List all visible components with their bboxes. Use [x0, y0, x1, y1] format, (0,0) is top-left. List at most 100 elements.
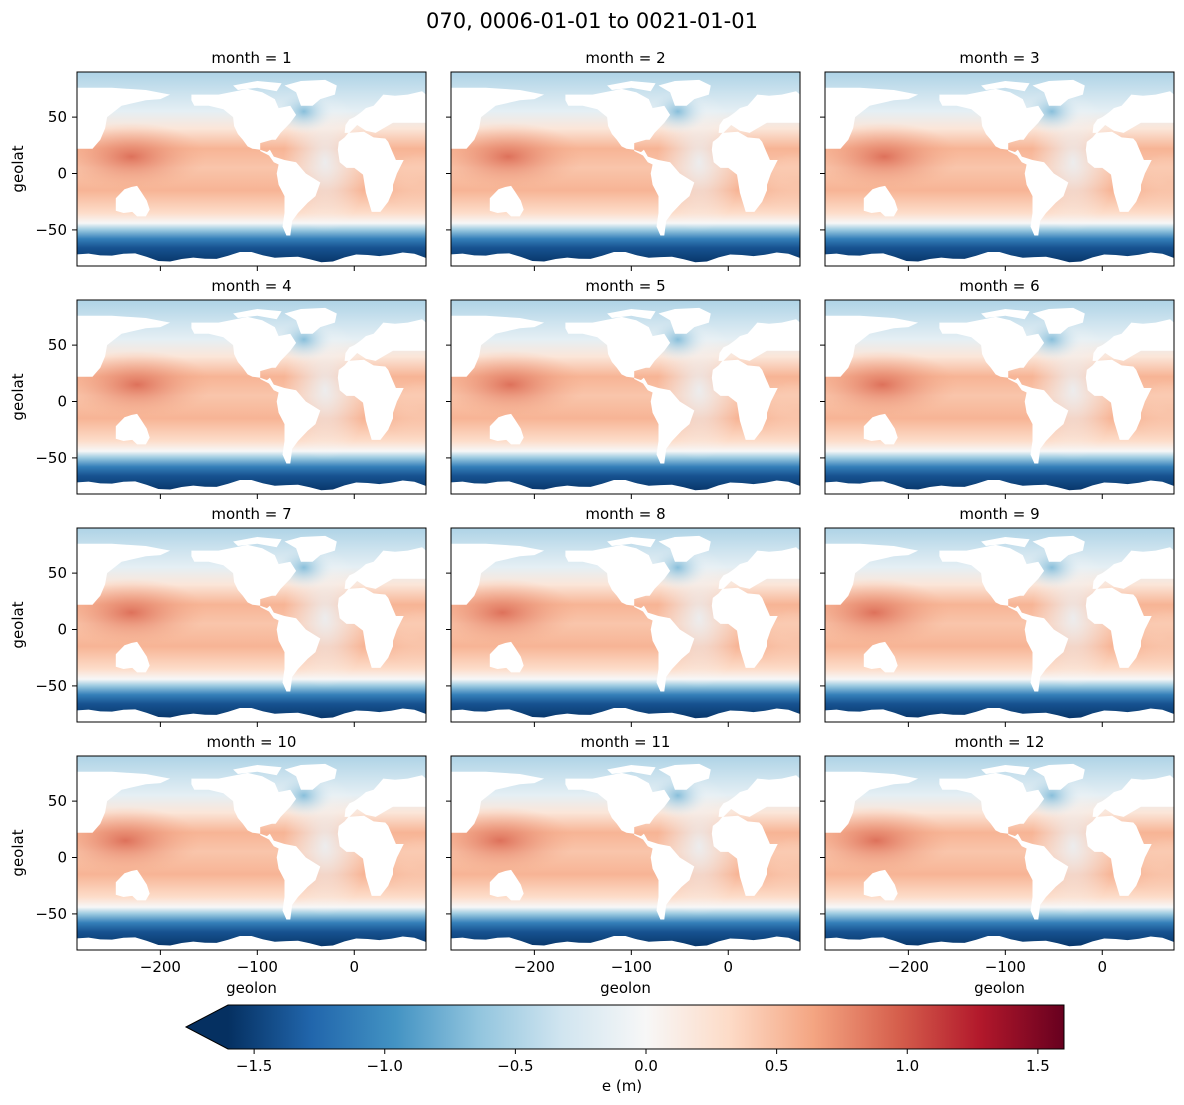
arctic-islands-land	[233, 309, 282, 320]
panel-title: month = 8	[585, 505, 665, 523]
greenland-land	[284, 307, 337, 334]
warm-pool-anomaly	[451, 806, 576, 875]
panel-month-5: month = 5	[446, 277, 801, 499]
asia-land	[451, 543, 545, 605]
panel-title: month = 6	[959, 277, 1039, 295]
americas-land	[939, 88, 1069, 236]
australia-land	[489, 641, 524, 673]
y-tick-label: 0	[57, 165, 67, 183]
australia-land	[115, 869, 150, 901]
asia-land	[825, 771, 919, 833]
europe-land	[718, 319, 800, 361]
x-tick-label: −200	[140, 958, 181, 976]
panel-title: month = 3	[959, 49, 1039, 67]
y-tick-label: −50	[35, 905, 67, 923]
africa-land	[1085, 131, 1152, 212]
europe-land	[1092, 547, 1174, 589]
panel-title: month = 10	[207, 733, 297, 751]
y-axis-label: geolat	[9, 601, 27, 648]
asia-land	[825, 87, 919, 149]
panel-frame	[450, 755, 801, 951]
greenland-land	[1032, 307, 1085, 334]
panel-month-12: month = 12 −200 −100 0 geolon	[820, 733, 1175, 997]
colorbar-tick-label: −1.5	[236, 1057, 272, 1075]
panel-title: month = 4	[211, 277, 291, 295]
warm-pool-anomaly	[825, 350, 958, 419]
warm-pool-anomaly	[825, 806, 952, 875]
panel-frame	[450, 299, 801, 495]
x-tick-label: −200	[514, 958, 555, 976]
greenland-land	[658, 307, 711, 334]
americas-land	[191, 772, 321, 920]
antarctica-coast	[825, 708, 1174, 722]
arctic-islands-land	[607, 81, 656, 92]
colorbar-extend-min	[186, 1005, 228, 1049]
y-tick-label: 0	[57, 621, 67, 639]
europe-land	[344, 775, 426, 817]
antarctica-coast	[77, 936, 426, 950]
y-tick-label: 50	[48, 336, 67, 354]
x-axis-label: geolon	[974, 979, 1025, 997]
panel-frame	[76, 527, 427, 723]
arctic-islands-land	[981, 765, 1030, 776]
australia-land	[863, 641, 898, 673]
arctic-islands-land	[981, 537, 1030, 548]
y-tick-label: 50	[48, 564, 67, 582]
africa-land	[711, 359, 778, 440]
australia-land	[489, 869, 524, 901]
x-axis-label: geolon	[600, 979, 651, 997]
x-tick-label: −100	[611, 958, 652, 976]
panel-title: month = 2	[585, 49, 665, 67]
panel-frame	[824, 527, 1175, 723]
asia-land	[451, 315, 545, 377]
panel-title: month = 9	[959, 505, 1039, 523]
africa-land	[337, 359, 404, 440]
warm-pool-anomaly	[77, 122, 207, 191]
europe-land	[718, 547, 800, 589]
australia-land	[489, 185, 524, 217]
x-tick-label: 0	[1097, 958, 1107, 976]
x-axis-label: geolon	[226, 979, 277, 997]
colorbar: −1.5 −1.0 −0.5 0.0 0.5 1.0 1.5 e (m)	[184, 1004, 1065, 1095]
africa-land	[337, 815, 404, 896]
asia-land	[77, 87, 171, 149]
europe-land	[344, 91, 426, 133]
y-axis-label: geolat	[9, 829, 27, 876]
australia-land	[115, 413, 150, 445]
colorbar-tick-label: −0.5	[497, 1057, 533, 1075]
asia-land	[451, 87, 545, 149]
y-tick-label: 0	[57, 849, 67, 867]
panel-frame	[824, 299, 1175, 495]
europe-land	[718, 91, 800, 133]
greenland-land	[284, 535, 337, 562]
figure-title: 070, 0006-01-01 to 0021-01-01	[426, 9, 758, 33]
arctic-islands-land	[607, 309, 656, 320]
antarctica-coast	[825, 252, 1174, 266]
greenland-land	[284, 763, 337, 790]
asia-land	[825, 543, 919, 605]
y-tick-label: 50	[48, 108, 67, 126]
y-axis-label: geolat	[9, 145, 27, 192]
americas-land	[191, 88, 321, 236]
colorbar-tick-label: 1.0	[895, 1057, 919, 1075]
australia-land	[115, 641, 150, 673]
americas-land	[939, 316, 1069, 464]
greenland-land	[658, 79, 711, 106]
africa-land	[337, 587, 404, 668]
x-tick-label: −200	[888, 958, 929, 976]
americas-land	[191, 316, 321, 464]
arctic-islands-land	[233, 537, 282, 548]
greenland-land	[658, 535, 711, 562]
americas-land	[565, 316, 695, 464]
colorbar-label: e (m)	[602, 1077, 642, 1095]
panel-title: month = 7	[211, 505, 291, 523]
greenland-land	[658, 763, 711, 790]
greenland-land	[284, 79, 337, 106]
x-tick-label: 0	[349, 958, 359, 976]
americas-land	[191, 544, 321, 692]
panel-frame	[450, 71, 801, 267]
australia-land	[863, 413, 898, 445]
antarctica-coast	[451, 708, 800, 722]
panel-month-10: month = 10 −50 0 50 −200 −100 0 geolat geolon	[9, 733, 427, 997]
